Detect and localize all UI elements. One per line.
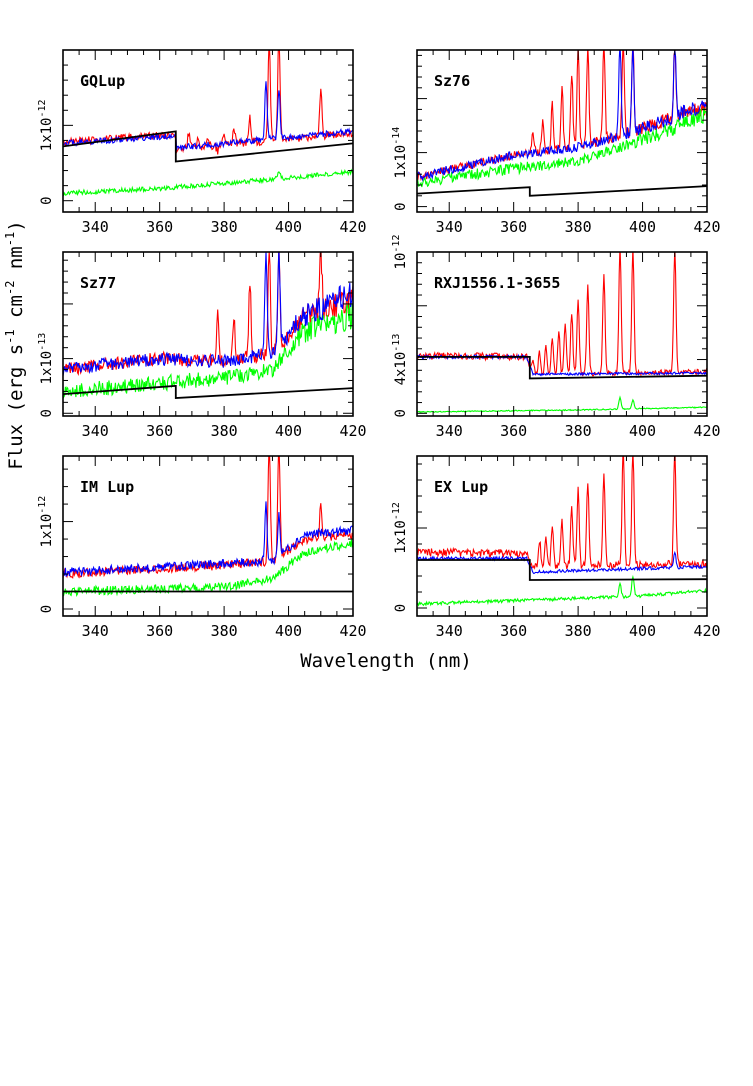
panel-title: GQLup: [80, 72, 125, 90]
y-axis-label-exp3: -1: [3, 232, 17, 246]
panel-title: RXJ1556.1-3655: [434, 274, 560, 292]
panel-2: 340 360 380 400 420 0 1x10-13 Sz77: [37, 251, 367, 440]
y-tick-label: 1x10-13: [37, 333, 55, 385]
x-tick-label: 380: [565, 218, 592, 236]
y-tick-label: 10-12: [391, 235, 409, 270]
y-tick-label: 1x10-14: [391, 127, 409, 179]
x-tick-label: 400: [629, 622, 656, 640]
y-tick-label: 0: [39, 605, 55, 613]
panel-5: 340 360 380 400 420 0 1x10-12 EX Lup: [391, 455, 721, 640]
model-continuum: [417, 185, 707, 197]
x-tick-label: 380: [211, 622, 238, 640]
series-blue: [63, 501, 353, 578]
x-tick-label: 380: [211, 218, 238, 236]
model-continuum: [417, 355, 707, 380]
model-continuum: [63, 130, 353, 163]
panel-title: IM Lup: [80, 478, 134, 496]
series-red: [417, 456, 707, 570]
series-red: [63, 252, 353, 376]
series-blue: [417, 550, 707, 575]
y-tick-label: 1x10-12: [37, 99, 55, 151]
y-axis-label: Flux (erg s-1 cm-2 nm-1): [3, 220, 27, 469]
panel-title: EX Lup: [434, 478, 488, 496]
y-tick-label: 1x10-12: [37, 496, 55, 548]
panel-3: 340 360 380 400 420 0 4x10-13 10-12 RXJ1556.1-36…: [391, 235, 721, 440]
x-tick-label: 340: [436, 218, 463, 236]
x-axis-label: Wavelength (nm): [300, 650, 472, 672]
series-blue: [417, 50, 707, 182]
x-tick-label: 360: [146, 422, 173, 440]
series-green: [63, 539, 353, 597]
x-tick-label: 400: [275, 422, 302, 440]
y-tick-label: 0: [393, 409, 409, 417]
x-tick-label: 340: [436, 622, 463, 640]
x-tick-label: 400: [629, 422, 656, 440]
x-tick-label: 400: [275, 622, 302, 640]
x-tick-label: 420: [693, 422, 720, 440]
series-green: [417, 108, 707, 188]
x-tick-label: 360: [146, 622, 173, 640]
series-green: [63, 303, 353, 399]
x-tick-label: 340: [436, 422, 463, 440]
x-tick-label: 380: [211, 422, 238, 440]
model-continuum: [417, 559, 707, 581]
series-blue: [417, 353, 707, 377]
x-tick-label: 380: [565, 422, 592, 440]
x-tick-label: 340: [82, 218, 109, 236]
series-red: [417, 252, 707, 377]
x-tick-label: 420: [693, 622, 720, 640]
panel-0: 340 360 380 400 420 0 1x10-12 GQLup: [37, 49, 367, 236]
x-tick-label: 340: [82, 422, 109, 440]
x-tick-label: 340: [82, 622, 109, 640]
y-tick-label: 1x10-12: [391, 502, 409, 554]
y-tick-label: 0: [39, 196, 55, 204]
x-tick-label: 380: [565, 622, 592, 640]
series-red: [417, 50, 707, 182]
y-axis-label-exp1: -1: [3, 329, 17, 343]
x-tick-label: 420: [339, 422, 366, 440]
x-tick-label: 420: [339, 218, 366, 236]
panel-1: 340 360 380 400 420 0 1x10-14 Sz76: [391, 49, 721, 236]
series-green: [417, 574, 707, 607]
series-blue: [63, 252, 353, 377]
x-tick-label: 360: [500, 622, 527, 640]
y-tick-label: 0: [393, 604, 409, 612]
x-tick-label: 360: [146, 218, 173, 236]
x-tick-label: 420: [693, 218, 720, 236]
panel-title: Sz77: [80, 274, 116, 292]
y-axis-label-exp2: -2: [3, 281, 17, 295]
x-tick-label: 400: [275, 218, 302, 236]
x-tick-label: 420: [339, 622, 366, 640]
x-tick-label: 360: [500, 218, 527, 236]
model-continuum: [63, 384, 353, 399]
panels: 340 360 380 400 420 0 1x10-12 GQLup 340 360 380 400…: [37, 49, 721, 640]
x-tick-label: 360: [500, 422, 527, 440]
series-green: [63, 168, 353, 197]
panel-4: 340 360 380 400 420 0 1x10-12 IM Lup: [37, 455, 367, 640]
y-tick-label: 0: [39, 409, 55, 417]
y-tick-label: 4x10-13: [391, 334, 409, 386]
panel-title: Sz76: [434, 72, 470, 90]
series-green: [417, 395, 707, 414]
x-tick-label: 400: [629, 218, 656, 236]
series-blue: [63, 81, 353, 152]
y-tick-label: 0: [393, 202, 409, 210]
